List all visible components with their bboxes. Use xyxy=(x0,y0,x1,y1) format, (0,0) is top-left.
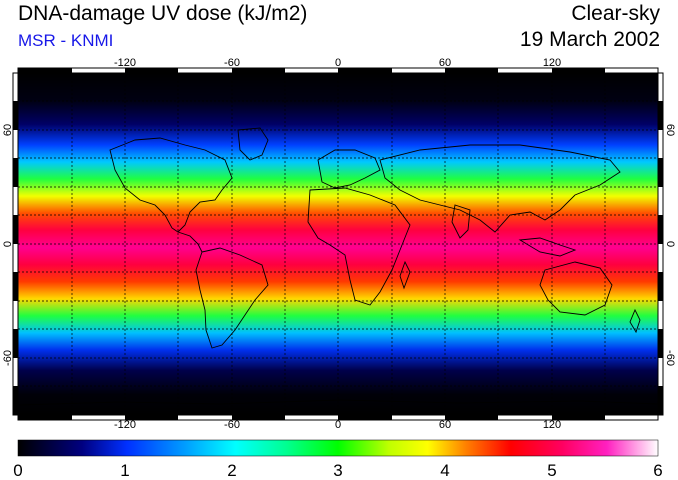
lat-tick-left: 60 xyxy=(2,124,14,136)
colorbar-tick: 1 xyxy=(120,461,129,480)
lat-tick-right: 0 xyxy=(664,241,676,247)
graticule xyxy=(18,73,658,415)
lon-tick-bottom: -120 xyxy=(114,419,136,431)
colorbar xyxy=(17,439,659,457)
lon-tick-top: -120 xyxy=(114,57,136,69)
colorbar-tick: 2 xyxy=(227,461,236,480)
colorbar-tick: 4 xyxy=(440,461,449,480)
sky-condition: Clear-sky xyxy=(571,2,660,25)
colorbar-tick: 0 xyxy=(13,461,22,480)
map-title: DNA-damage UV dose (kJ/m2) xyxy=(18,2,308,25)
lon-tick-bottom: 0 xyxy=(335,419,341,431)
lon-tick-top: 120 xyxy=(543,57,561,69)
lat-tick-right: 60 xyxy=(664,124,676,136)
lon-tick-top: 60 xyxy=(439,57,451,69)
colorbar-tick: 5 xyxy=(547,461,556,480)
lon-tick-top: -60 xyxy=(224,57,240,69)
lon-tick-bottom: 120 xyxy=(543,419,561,431)
lat-tick-left: -60 xyxy=(2,350,14,366)
lon-tick-bottom: 60 xyxy=(439,419,451,431)
lat-tick-right: -60 xyxy=(664,350,676,366)
lon-tick-top: 0 xyxy=(335,57,341,69)
lat-tick-left: 0 xyxy=(2,241,14,247)
map-date: 19 March 2002 xyxy=(519,28,660,51)
colorbar-tick: 6 xyxy=(653,461,662,480)
lon-tick-bottom: -60 xyxy=(224,419,240,431)
map-border xyxy=(12,67,664,421)
continent-outlines xyxy=(17,127,659,406)
colorbar-tick: 3 xyxy=(333,461,342,480)
map-source: MSR - KNMI xyxy=(18,31,114,50)
